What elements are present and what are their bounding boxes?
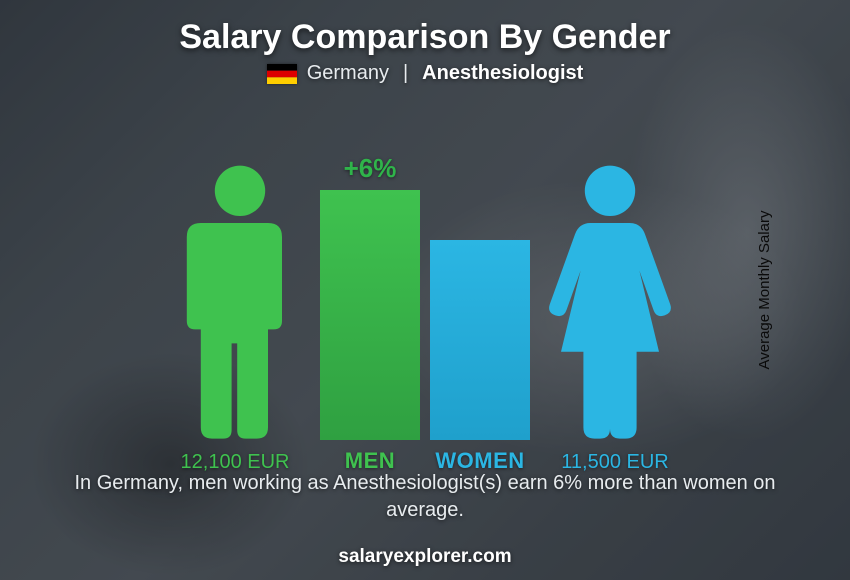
infographic-stage: Salary Comparison By Gender Germany | An… — [0, 0, 850, 580]
men-bar — [320, 190, 420, 440]
chart-group: 12,100 EUR +6% MEN WOMEN 11,500 EUR — [165, 160, 685, 440]
country-label: Germany — [307, 62, 389, 85]
women-icon-column: 11,500 EUR — [535, 160, 685, 440]
subtitle-row: Germany | Anesthesiologist — [0, 62, 850, 85]
woman-icon — [540, 160, 680, 440]
job-title: Anesthesiologist — [422, 62, 583, 85]
men-icon-column: 12,100 EUR — [165, 160, 315, 440]
main-title: Salary Comparison By Gender — [0, 18, 850, 57]
source-label: salaryexplorer.com — [0, 546, 850, 568]
men-bar-column: +6% MEN — [315, 190, 425, 440]
women-bar — [430, 240, 530, 440]
difference-label: +6% — [315, 153, 425, 184]
man-icon — [170, 160, 310, 440]
women-bar-column: WOMEN — [425, 240, 535, 440]
separator: | — [403, 62, 408, 85]
comparison-chart: 12,100 EUR +6% MEN WOMEN 11,500 EUR — [0, 100, 850, 440]
caption-text: In Germany, men working as Anesthesiolog… — [40, 470, 810, 524]
germany-flag-icon — [267, 64, 297, 84]
